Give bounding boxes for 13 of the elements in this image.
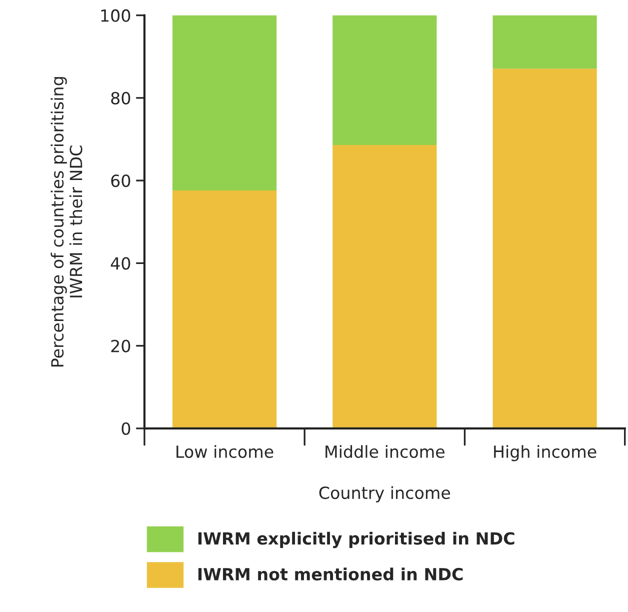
legend-label: IWRM not mentioned in NDC xyxy=(198,568,463,580)
y-tick-label: 100 xyxy=(101,9,130,22)
y-tick-label: 20 xyxy=(111,340,130,352)
y-tick-label: 60 xyxy=(111,174,130,188)
legend-label: IWRM explicitly prioritised in NDC xyxy=(198,532,514,548)
y-axis-title: Percentage of countries prioritising IWRM in their NDC xyxy=(50,77,82,366)
y-tick-label: 40 xyxy=(110,257,130,270)
y-tick-label: 0 xyxy=(122,422,130,435)
x-axis-title: Country income xyxy=(319,486,450,502)
x-tick-label: High income xyxy=(494,445,596,462)
x-tick-label: Middle income xyxy=(326,445,444,458)
y-tick-label: 80 xyxy=(111,92,130,104)
x-tick-label: Low income xyxy=(176,445,274,458)
